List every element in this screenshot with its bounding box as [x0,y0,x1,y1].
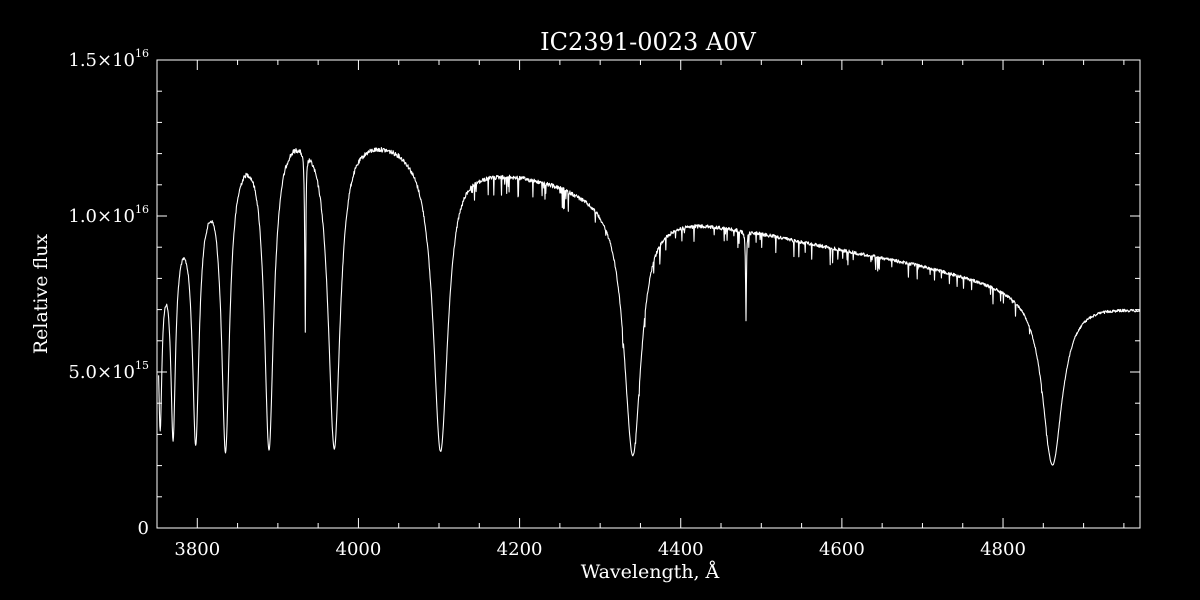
spectrum-line [158,147,1141,466]
y-tick-exponent: 15 [135,359,149,372]
x-axis-label: Wavelength, Å [581,561,720,583]
x-tick-label: 4600 [819,539,865,560]
y-tick-mantissa: 1.5×10 [68,50,135,71]
y-tick-mantissa: 1.0×10 [68,206,135,227]
x-tick-label: 4200 [497,539,543,560]
x-tick-label: 4400 [658,539,704,560]
y-tick-label: 1.5×1016 [68,47,149,71]
y-tick-label: 1.0×1016 [68,203,149,227]
y-tick-label: 5.0×1015 [68,359,149,383]
x-tick-label: 4800 [980,539,1026,560]
y-tick-mantissa: 0 [138,518,149,539]
y-tick-label: 0 [138,518,149,539]
x-tick-label: 3800 [174,539,220,560]
x-tick-label: 4000 [336,539,382,560]
y-tick-mantissa: 5.0×10 [68,362,135,383]
x-ticks: 3800 4000 4200 4400 4600 4800 [156,60,1125,560]
plot-frame [156,59,1141,529]
chart-title: IC2391-0023 A0V [540,28,756,56]
y-tick-exponent: 16 [135,47,149,60]
y-axis-label: Relative flux [30,234,52,355]
y-tick-exponent: 16 [135,203,149,216]
